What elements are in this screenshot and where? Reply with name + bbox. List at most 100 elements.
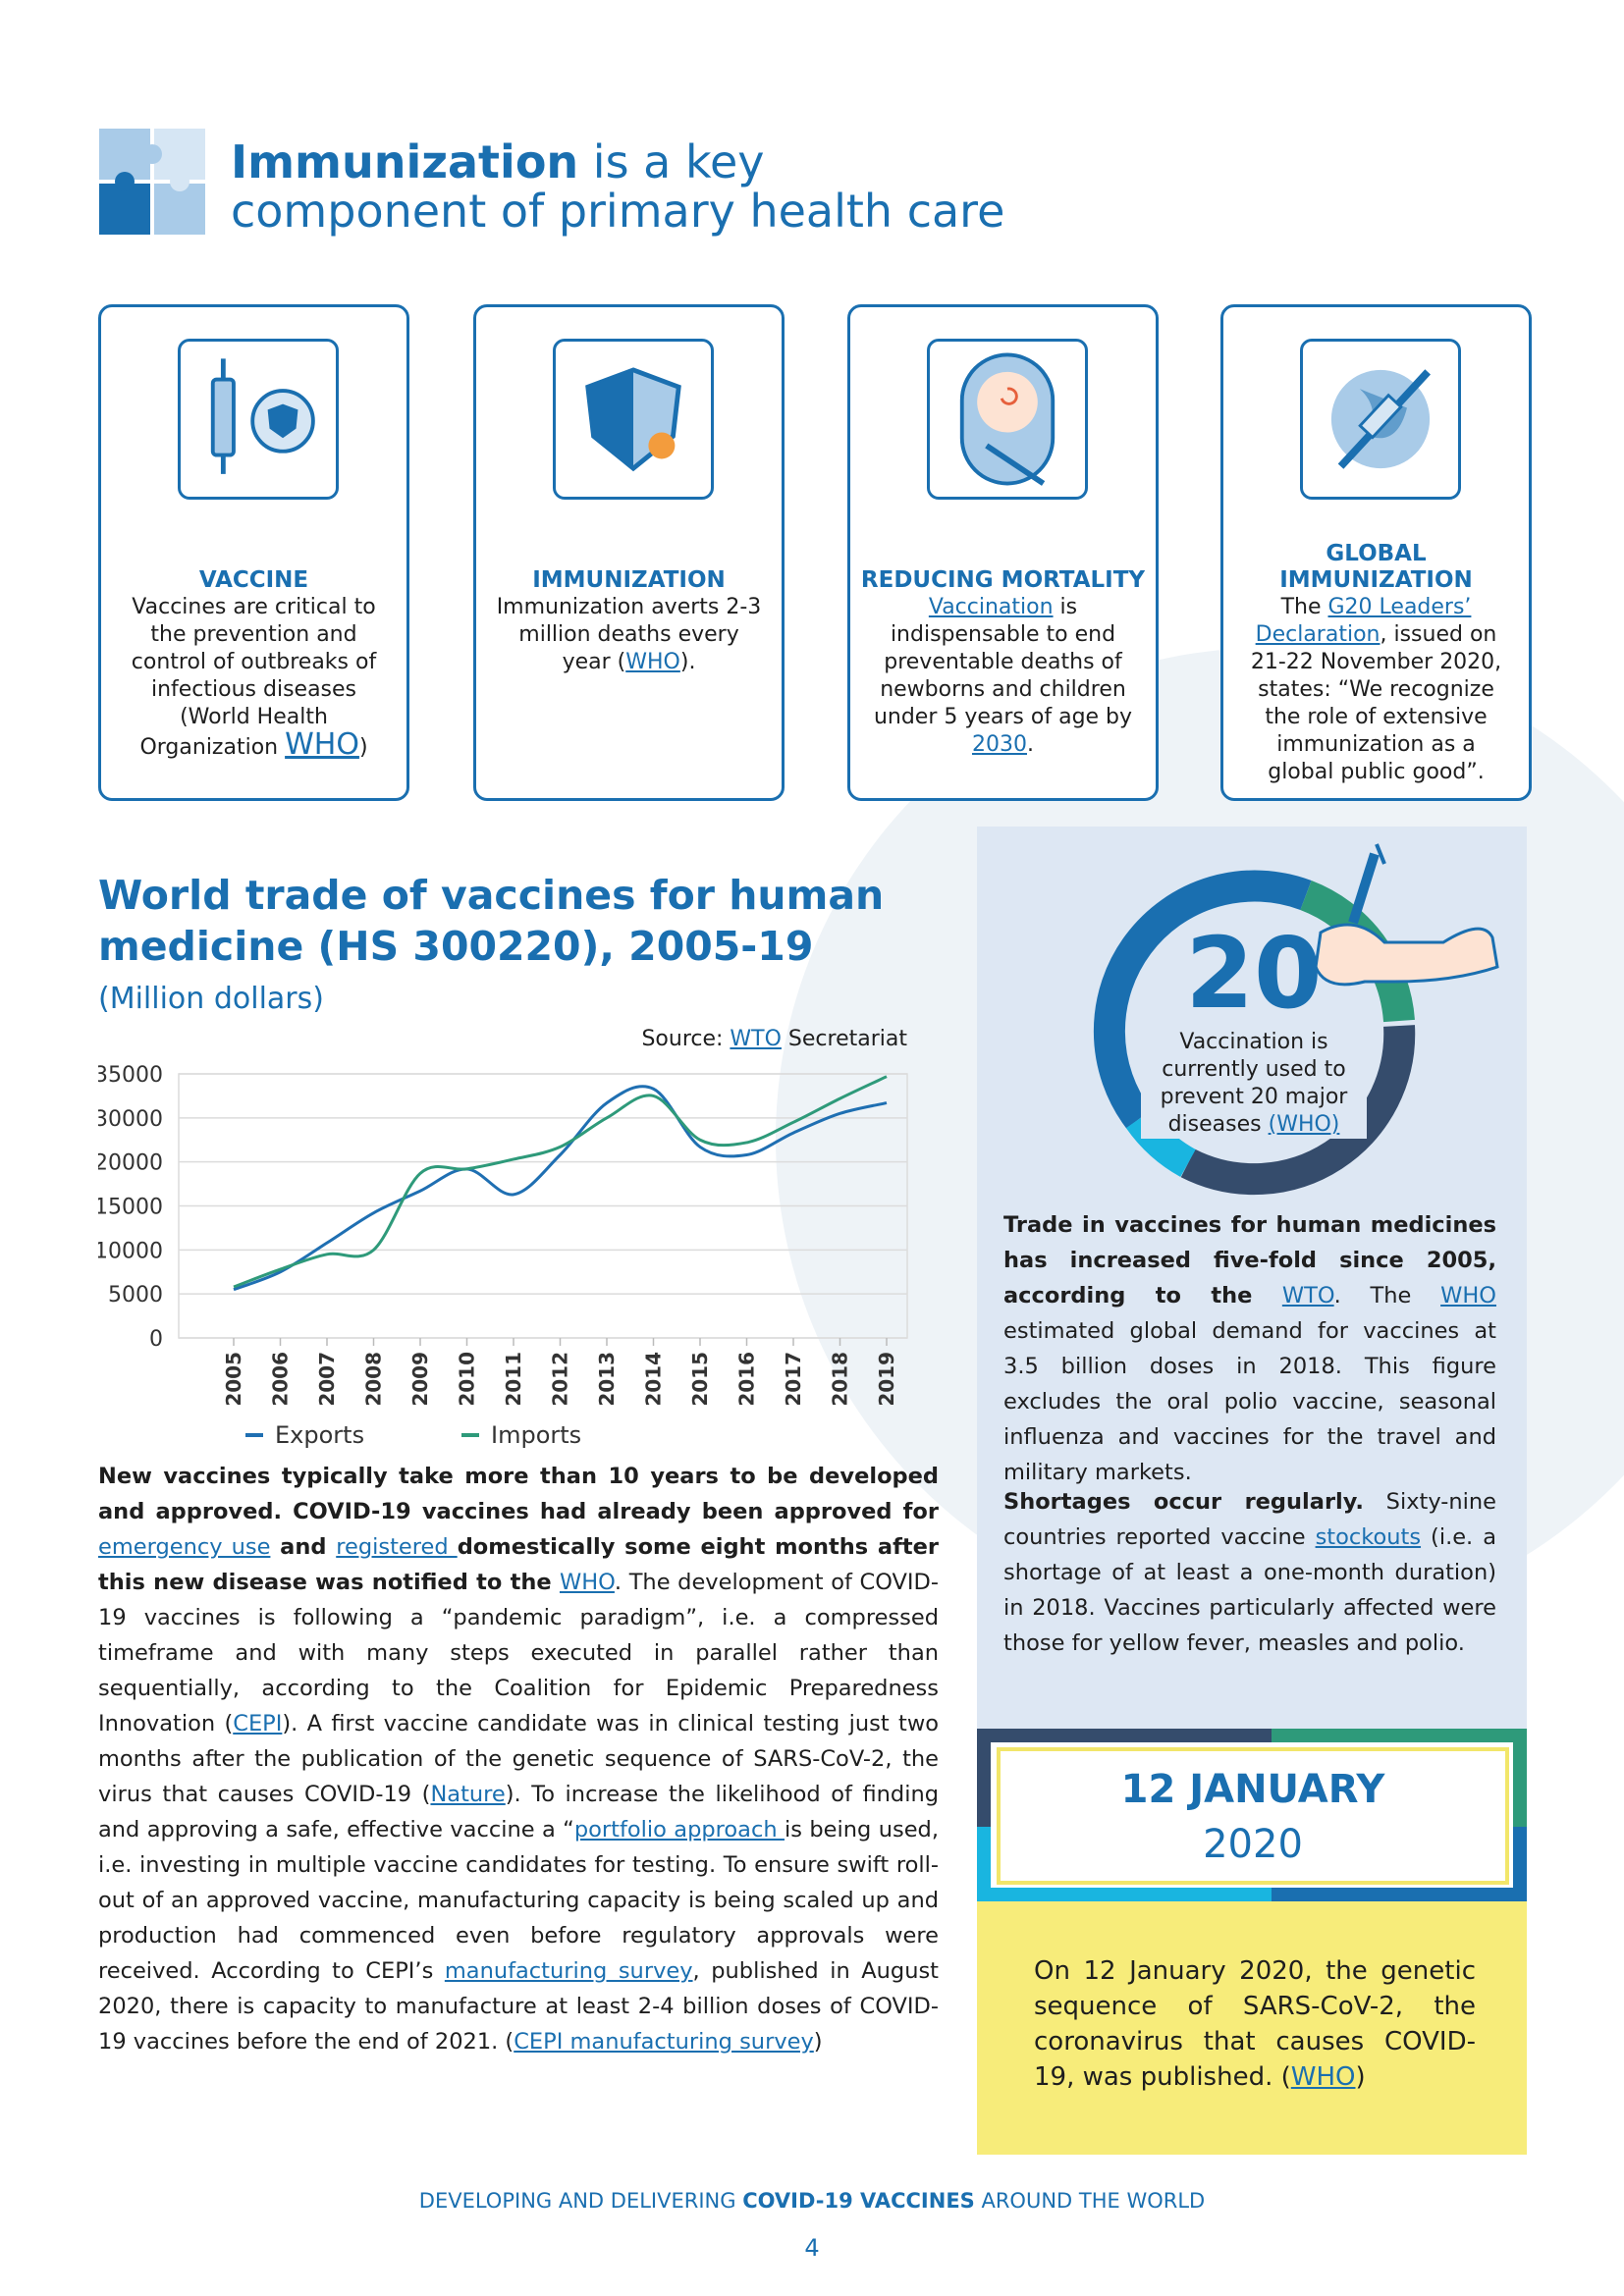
link[interactable]: WHO bbox=[625, 650, 680, 674]
text-run: Sixty-nine countries reported vaccine bbox=[1003, 1489, 1496, 1550]
body-text: New vaccines typically take more than 10… bbox=[98, 1459, 939, 2059]
card-body: Immunization averts 2-3 million deaths e… bbox=[494, 594, 764, 676]
chart-source: Source: WTO Secretariat bbox=[641, 1027, 907, 1051]
link[interactable]: portfolio approach bbox=[573, 1817, 785, 1842]
link[interactable]: WTO bbox=[1281, 1283, 1334, 1308]
card-heading: IMMUNIZATION bbox=[532, 567, 726, 593]
title-line: Immunization is a key bbox=[231, 137, 1004, 187]
text-run: ) bbox=[813, 2029, 823, 2055]
y-tick-label: 10000 bbox=[98, 1239, 163, 1263]
link[interactable]: manufacturing survey bbox=[444, 1958, 693, 1984]
legend-label: Imports bbox=[491, 1421, 581, 1449]
x-tick-label: 2009 bbox=[408, 1352, 432, 1407]
arm-illustration bbox=[1314, 843, 1499, 987]
link[interactable]: WHO bbox=[1290, 2062, 1356, 2092]
text-run: Immunization averts 2-3 million deaths e… bbox=[496, 595, 762, 674]
link[interactable]: Vaccination bbox=[928, 595, 1054, 619]
ring-segment bbox=[1093, 870, 1312, 1129]
x-tick-label: 2008 bbox=[362, 1352, 386, 1407]
x-tick-label: 2007 bbox=[315, 1352, 339, 1407]
card-body: Vaccination is indispensable to end prev… bbox=[868, 594, 1138, 759]
date-title: 12 JANUARY bbox=[1120, 1767, 1385, 1812]
frame-strip bbox=[1272, 1729, 1527, 1742]
data-line bbox=[233, 1085, 888, 1292]
x-tick-label: 2005 bbox=[222, 1352, 245, 1407]
text-run: . bbox=[1027, 732, 1034, 757]
date-year: 2020 bbox=[1203, 1822, 1303, 1867]
x-tick-label: 2017 bbox=[782, 1352, 805, 1407]
link[interactable]: WTO bbox=[730, 1027, 782, 1051]
card-body: The G20 Leaders’ Declaration, issued on … bbox=[1241, 594, 1511, 786]
frame-strip bbox=[977, 1729, 1272, 1742]
x-tick-label: 2006 bbox=[269, 1352, 293, 1407]
title-text: is a key bbox=[592, 135, 765, 188]
text-run: ) bbox=[358, 735, 368, 760]
text-run: . The development of COVID-19 vaccines i… bbox=[98, 1570, 940, 1736]
card-heading: VACCINE bbox=[198, 567, 309, 593]
date-box bbox=[997, 1747, 1509, 1885]
ring-segment bbox=[1180, 1025, 1416, 1196]
text-run: Vaccination is currently used to prevent… bbox=[1160, 1030, 1348, 1137]
x-tick-label: 2015 bbox=[688, 1352, 712, 1407]
data-line bbox=[233, 1075, 888, 1289]
link[interactable]: registered bbox=[336, 1534, 458, 1560]
frame-strip bbox=[1272, 1888, 1527, 1901]
legend-label: Exports bbox=[275, 1421, 364, 1449]
frame-strip bbox=[977, 1888, 1272, 1901]
text-run: New vaccines typically take more than 10… bbox=[98, 1464, 939, 1524]
text-run: . The bbox=[1333, 1283, 1441, 1308]
chart: 0 5000 10000 15000 20000 30000 35000 2005 2006 20… bbox=[98, 1063, 908, 1449]
text-run: Trade in vaccines for human medicines ha… bbox=[1003, 1212, 1496, 1308]
x-tick-label: 2010 bbox=[456, 1352, 479, 1407]
link[interactable]: (WHO) bbox=[1268, 1112, 1340, 1137]
text-run: is indispensable to end preventable deat… bbox=[873, 595, 1133, 729]
link[interactable]: emergency use bbox=[98, 1534, 271, 1560]
text-run: COVID-19 VACCINES bbox=[742, 2189, 975, 2213]
card-heading: REDUCING MORTALITY bbox=[860, 567, 1146, 593]
card-icon bbox=[1300, 339, 1461, 500]
y-tick-label: 20000 bbox=[98, 1151, 163, 1176]
frame-strip bbox=[1513, 1729, 1527, 1827]
card-icon bbox=[178, 339, 339, 500]
text-run: and bbox=[270, 1534, 337, 1560]
text-run: Vaccines are critical to the prevention … bbox=[131, 595, 377, 760]
link[interactable]: G20 Leaders’ Declaration bbox=[1255, 595, 1472, 647]
y-tick-label: 35000 bbox=[98, 1063, 163, 1088]
text-run: , issued on 21-22 November 2020, states:… bbox=[1250, 622, 1502, 784]
chart-subtitle: (Million dollars) bbox=[98, 982, 324, 1016]
link[interactable]: CEPI manufacturing survey bbox=[514, 2029, 814, 2055]
text-run: , published in August 2020, there is cap… bbox=[98, 1958, 940, 2055]
x-tick-label: 2013 bbox=[595, 1352, 619, 1407]
side-paragraph: Shortages occur regularly. Sixty-nine co… bbox=[1003, 1484, 1496, 1661]
y-tick-label: 15000 bbox=[98, 1196, 163, 1220]
card-body: Vaccines are critical to the prevention … bbox=[119, 594, 389, 762]
link[interactable]: WHO bbox=[559, 1570, 615, 1595]
text-run: On 12 January 2020, the genetic sequence… bbox=[1034, 1956, 1476, 2092]
frame-strip bbox=[977, 1827, 991, 1901]
text-run: is being used, i.e. investing in multipl… bbox=[98, 1817, 939, 1984]
puzzle-icon bbox=[99, 129, 205, 235]
title-text: component of primary health care bbox=[231, 185, 1005, 238]
x-tick-label: 2011 bbox=[502, 1352, 525, 1407]
card: VACCINE Vaccines are critical to the pre… bbox=[98, 304, 409, 801]
chart-title: World trade of vaccines for human medici… bbox=[98, 872, 885, 970]
x-tick-label: 2019 bbox=[875, 1352, 898, 1407]
link[interactable]: 2030 bbox=[972, 732, 1027, 757]
y-tick-label: 0 bbox=[149, 1327, 163, 1352]
card: GLOBAL IMMUNIZATION The G20 Leaders’ Dec… bbox=[1220, 304, 1532, 801]
link[interactable]: WHO bbox=[1440, 1283, 1496, 1308]
y-tick-label: 5000 bbox=[108, 1283, 163, 1308]
text-run: Shortages occur regularly. bbox=[1003, 1489, 1364, 1515]
card-icon bbox=[553, 339, 714, 500]
link[interactable]: stockouts bbox=[1315, 1524, 1422, 1550]
text-run: (i.e. a shortage of at least a one-month… bbox=[1003, 1524, 1496, 1656]
link[interactable]: Nature bbox=[430, 1782, 506, 1807]
link[interactable]: CEPI bbox=[233, 1711, 283, 1736]
frame-strip bbox=[1513, 1827, 1527, 1901]
link[interactable]: WHO bbox=[285, 727, 359, 762]
frame-strip bbox=[977, 1729, 991, 1827]
y-tick-label: 30000 bbox=[98, 1107, 163, 1132]
text-run: ). bbox=[679, 650, 696, 674]
